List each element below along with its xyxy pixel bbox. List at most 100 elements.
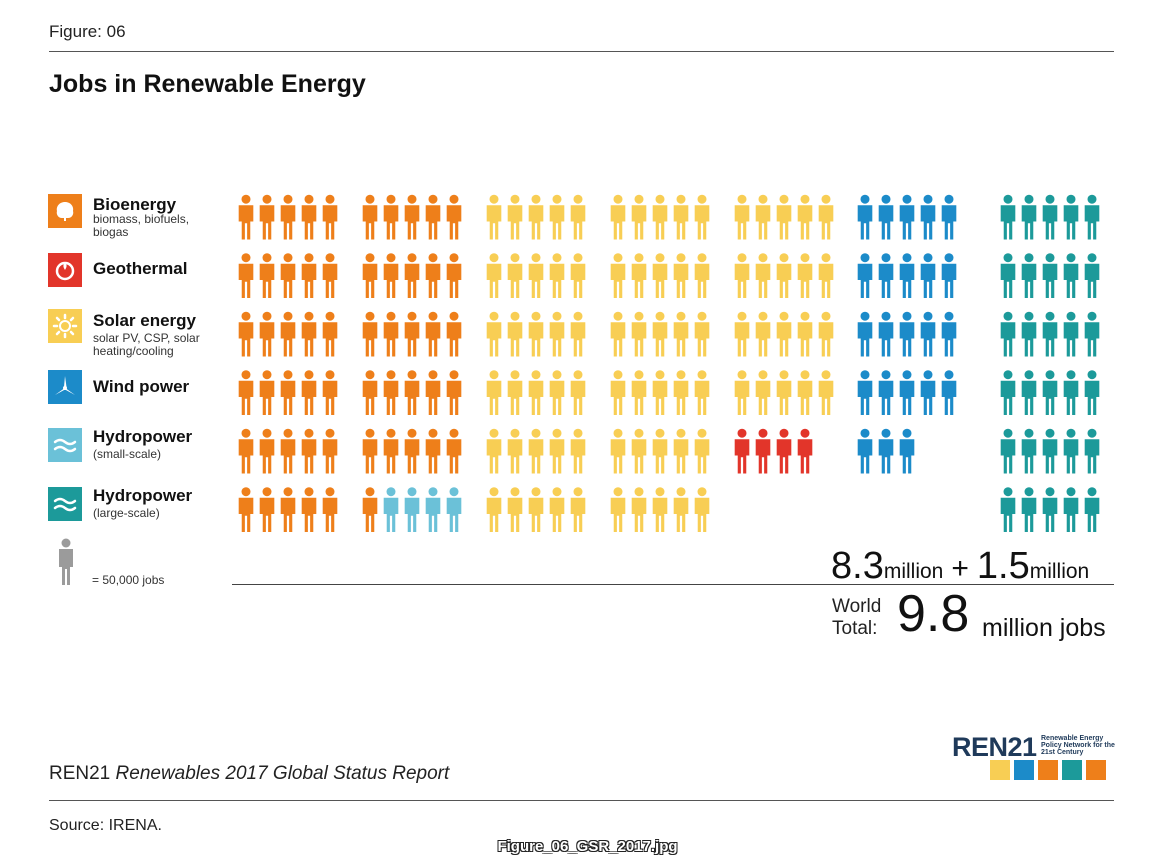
subtotal-1-value: 8.3 (831, 545, 884, 587)
person-icon-solar (610, 253, 626, 298)
person-icon-bioenergy (322, 428, 338, 474)
report-title: Renewables 2017 Global Status Report (115, 763, 450, 784)
person-icon-hydro_large (1000, 370, 1016, 415)
legend-label-hydro-small: Hydropower (93, 427, 193, 446)
person-icon-hydro_large (1042, 311, 1058, 357)
person-icon-solar (673, 428, 689, 474)
person-icon-hydro_large (1063, 487, 1079, 532)
wind-turbine-icon (48, 370, 82, 404)
person-icon-geothermal (734, 428, 750, 474)
person-icon-hydro_large (1084, 253, 1100, 298)
subtotal-2-value: 1.5 (976, 545, 1030, 587)
person-icon-hydro_large (1000, 311, 1016, 357)
person-icon-solar (631, 487, 647, 532)
person-icon-wind (878, 311, 894, 357)
person-icon-bioenergy (259, 194, 275, 240)
person-icon-solar (528, 194, 544, 240)
person-icon-bioenergy (301, 311, 317, 357)
person-icon-solar (486, 370, 502, 415)
legend-label-wind: Wind power (93, 377, 190, 396)
hydro-small-waves-icon (48, 428, 82, 462)
geothermal-flame-icon (48, 253, 82, 287)
person-icon-wind (941, 370, 957, 415)
legend-desc-solar: solar PV, CSP, solar heating/cooling (93, 331, 200, 358)
person-icon-wind (920, 253, 936, 298)
person-icon-bioenergy (362, 428, 378, 474)
person-icon-geothermal (755, 428, 771, 474)
person-icon-hydro_large (1021, 428, 1037, 474)
logo-sun-icon (990, 760, 1010, 780)
person-icon-bioenergy (238, 428, 254, 474)
person-icon-bioenergy (322, 194, 338, 240)
person-icon-solar (507, 370, 523, 415)
person-icon-solar (755, 194, 771, 240)
person-icon-wind (878, 253, 894, 298)
person-icon-solar (652, 194, 668, 240)
person-icon-geothermal (776, 428, 792, 474)
source-note: Source: IRENA. (49, 817, 162, 834)
person-icon-wind (878, 194, 894, 240)
person-icon-hydro_large (1000, 194, 1016, 240)
person-icon-hydro_large (1000, 428, 1016, 474)
person-icon-solar (673, 487, 689, 532)
subtotal-2-unit: million (1029, 560, 1090, 583)
person-icon-solar (818, 370, 834, 415)
person-icon-hydro_small (446, 487, 462, 532)
person-icon-solar (507, 194, 523, 240)
person-icon-solar (528, 253, 544, 298)
person-icon-hydro_large (1063, 370, 1079, 415)
person-icon-hydro_large (1021, 194, 1037, 240)
legend-label-geothermal: Geothermal (93, 259, 188, 278)
world-total-unit: million jobs (982, 614, 1106, 642)
person-icon-hydro_large (1042, 370, 1058, 415)
person-icon-solar (610, 487, 626, 532)
figure-label: Figure: 06 (49, 22, 126, 41)
person-icon-solar (734, 370, 750, 415)
person-icon-wind (899, 311, 915, 357)
person-icon-solar (797, 311, 813, 357)
person-icon-hydro_large (1084, 370, 1100, 415)
person-icon-solar (631, 311, 647, 357)
ren21-tagline: Renewable Energy Policy Network for the … (1041, 735, 1115, 756)
person-icon-wind (857, 370, 873, 415)
person-icon-bioenergy (446, 428, 462, 474)
person-icon-bioenergy (362, 194, 378, 240)
person-icon-wind (920, 370, 936, 415)
person-icon-bioenergy (446, 253, 462, 298)
person-icon-hydro_large (1021, 487, 1037, 532)
person-icon-hydro_small (404, 487, 420, 532)
subtotal-line: 8.3million +1.5million (831, 545, 1089, 588)
person-icon-solar (549, 194, 565, 240)
person-icon-solar (694, 428, 710, 474)
person-icon-wind (899, 428, 915, 474)
person-icon-solar (570, 487, 586, 532)
person-icon-solar (528, 370, 544, 415)
person-icon-solar (818, 194, 834, 240)
person-icon-wind (941, 194, 957, 240)
pictogram-chart (238, 194, 1100, 532)
person-icon-solar (755, 370, 771, 415)
person-icon-solar (507, 311, 523, 357)
person-icon-hydro_large (1084, 487, 1100, 532)
person-icon-solar (694, 253, 710, 298)
person-icon-solar (631, 428, 647, 474)
person-icon-solar (610, 311, 626, 357)
person-icon-solar (528, 487, 544, 532)
person-icon-solar (610, 370, 626, 415)
person-icon-solar (818, 311, 834, 357)
person-icon-hydro_large (1084, 311, 1100, 357)
person-icon-solar (797, 253, 813, 298)
person-icon-solar (776, 194, 792, 240)
person-icon-solar (652, 311, 668, 357)
person-icon-hydro_large (1063, 253, 1079, 298)
report-org: REN21 (49, 763, 111, 784)
person-icon-solar (818, 253, 834, 298)
person-icon-solar (734, 311, 750, 357)
person-icon-solar (631, 194, 647, 240)
person-icon-bioenergy (383, 311, 399, 357)
person-icon-bioenergy (404, 194, 420, 240)
person-icon-solar (486, 194, 502, 240)
person-icon-solar (549, 487, 565, 532)
person-icon-solar (694, 370, 710, 415)
person-icon-bioenergy (425, 253, 441, 298)
